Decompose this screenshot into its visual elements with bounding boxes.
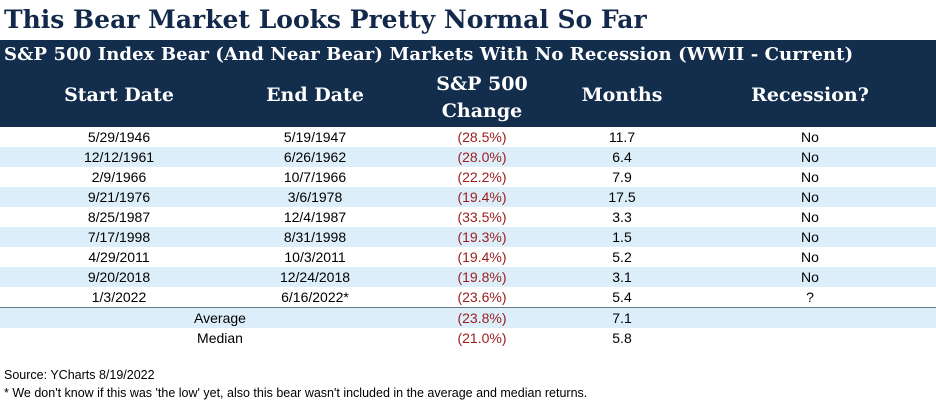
cell-months: 17.5 bbox=[608, 189, 636, 205]
cell-change: (28.0%) bbox=[457, 149, 507, 165]
table-row: 5/29/1946 5/19/1947 (28.5%) 11.7 No bbox=[0, 126, 936, 147]
cell-months: 5.2 bbox=[612, 249, 632, 265]
cell-start-date: 4/29/2011 bbox=[88, 249, 150, 265]
header-recession: Recession? bbox=[751, 84, 869, 106]
cell-start-date: 12/12/1961 bbox=[83, 149, 155, 165]
table-row: 9/21/1976 3/6/1978 (19.4%) 17.5 No bbox=[0, 187, 936, 207]
cell-start-date: 9/20/2018 bbox=[87, 269, 151, 285]
cell-change: (23.6%) bbox=[457, 289, 507, 305]
table-header: S&P 500 Index Bear (And Near Bear) Marke… bbox=[0, 40, 936, 126]
cell-months: 1.5 bbox=[612, 229, 632, 245]
cell-summary-label: Average bbox=[194, 310, 246, 326]
cell-start-date: 8/25/1987 bbox=[87, 209, 151, 225]
cell-months: 11.7 bbox=[608, 129, 636, 145]
cell-change: (28.5%) bbox=[457, 129, 507, 145]
table-row: 12/12/1961 6/26/1962 (28.0%) 6.4 No bbox=[0, 147, 936, 167]
footnote: * We don't know if this was 'the low' ye… bbox=[4, 386, 588, 400]
cell-months: 3.1 bbox=[612, 269, 632, 285]
cell-end-date: 6/26/1962 bbox=[283, 149, 347, 165]
cell-end-date: 10/3/2011 bbox=[284, 249, 346, 265]
table-row: 8/25/1987 12/4/1987 (33.5%) 3.3 No bbox=[0, 207, 936, 227]
cell-end-date: 12/24/2018 bbox=[279, 269, 351, 285]
notes: Source: YCharts 8/19/2022 * We don't kno… bbox=[4, 366, 587, 402]
cell-start-date: 2/9/1966 bbox=[91, 169, 147, 185]
table-row: 2/9/1966 10/7/1966 (22.2%) 7.9 No bbox=[0, 167, 936, 187]
table-row: 1/3/2022 6/16/2022* (23.6%) 5.4? bbox=[0, 287, 936, 308]
cell-end-date: 6/16/2022* bbox=[281, 289, 349, 305]
cell-change: (33.5%) bbox=[457, 209, 507, 225]
header-months: Months bbox=[581, 84, 663, 106]
cell-summary-change: (21.0%) bbox=[457, 330, 507, 346]
cell-start-date: 9/21/1976 bbox=[87, 189, 151, 205]
cell-end-date: 10/7/1966 bbox=[283, 169, 347, 185]
cell-summary-change: (23.8%) bbox=[457, 310, 507, 326]
cell-recession: No bbox=[801, 209, 819, 225]
cell-change: (22.2%) bbox=[457, 169, 507, 185]
cell-end-date: 3/6/1978 bbox=[287, 189, 343, 205]
cell-recession: No bbox=[801, 249, 819, 265]
cell-end-date: 8/31/1998 bbox=[283, 229, 347, 245]
cell-recession: No bbox=[801, 229, 819, 245]
table-body: 5/29/1946 5/19/1947 (28.5%) 11.7 No 12/12/196… bbox=[0, 126, 936, 348]
cell-months: 7.9 bbox=[612, 169, 632, 185]
header-sp500-change-line1: S&P 500 bbox=[436, 73, 528, 95]
table-row: 4/29/2011 10/3/2011 (19.4%) 5.2 No bbox=[0, 247, 936, 267]
cell-change: (19.4%) bbox=[457, 249, 507, 265]
cell-summary-months: 5.8 bbox=[612, 330, 632, 346]
cell-months: 3.3 bbox=[612, 209, 632, 225]
table-row: 7/17/1998 8/31/1998 (19.3%) 1.5 No bbox=[0, 227, 936, 247]
cell-start-date: 7/17/1998 bbox=[87, 229, 151, 245]
cell-months: 5.4 bbox=[612, 289, 632, 305]
cell-recession: ? bbox=[806, 289, 814, 305]
source-note: Source: YCharts 8/19/2022 bbox=[4, 368, 155, 382]
header-sp500-change-line2: Change bbox=[441, 100, 523, 122]
cell-recession: No bbox=[801, 269, 819, 285]
cell-change: (19.8%) bbox=[457, 269, 507, 285]
cell-recession: No bbox=[801, 189, 819, 205]
cell-start-date: 1/3/2022 bbox=[91, 289, 147, 305]
cell-change: (19.3%) bbox=[457, 229, 507, 245]
cell-end-date: 5/19/1947 bbox=[283, 129, 347, 145]
bear-market-table: S&P 500 Index Bear (And Near Bear) Marke… bbox=[0, 40, 936, 348]
cell-start-date: 5/29/1946 bbox=[87, 129, 151, 145]
cell-summary-months: 7.1 bbox=[612, 310, 632, 326]
header-start-date: Start Date bbox=[64, 84, 174, 106]
cell-months: 6.4 bbox=[612, 149, 632, 165]
summary-row: Average (23.8%) 7.1 bbox=[0, 308, 936, 328]
table-subtitle: S&P 500 Index Bear (And Near Bear) Marke… bbox=[4, 44, 854, 65]
table-row: 9/20/2018 12/24/2018 (19.8%) 3.1 No bbox=[0, 267, 936, 287]
header-end-date: End Date bbox=[266, 84, 364, 106]
cell-recession: No bbox=[801, 169, 819, 185]
cell-recession: No bbox=[801, 149, 819, 165]
page-title: This Bear Market Looks Pretty Normal So … bbox=[4, 5, 647, 34]
cell-recession: No bbox=[801, 129, 819, 145]
header-sp500-change: S&P 500 Change bbox=[412, 71, 552, 125]
cell-end-date: 12/4/1987 bbox=[283, 209, 347, 225]
cell-change: (19.4%) bbox=[457, 189, 507, 205]
cell-summary-label: Median bbox=[197, 330, 243, 346]
summary-row: Median (21.0%) 5.8 bbox=[0, 328, 936, 348]
